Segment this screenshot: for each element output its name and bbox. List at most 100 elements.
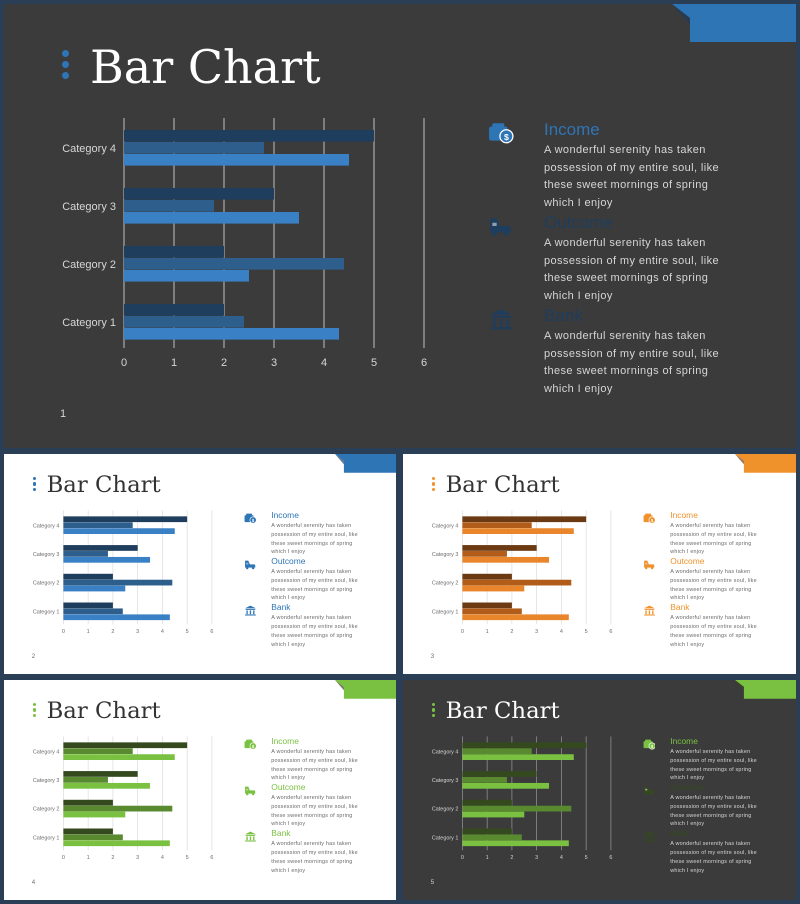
category-label: Category 4 bbox=[33, 749, 60, 755]
bar-category-2-s1 bbox=[63, 573, 113, 580]
title-dots bbox=[431, 702, 436, 718]
legend-title: Bank bbox=[670, 828, 690, 839]
bank-icon bbox=[643, 603, 656, 621]
title-dots bbox=[32, 702, 37, 718]
bar-category-3-s2 bbox=[462, 777, 507, 783]
x-tick-label: 1 bbox=[486, 629, 489, 635]
bar-chart: 0 1 2 3 4 5 6 Category 4 Category 3 Category 2 Cat… bbox=[33, 510, 213, 635]
legend-item-outcome: Outcome A wonderful serenity has taken po… bbox=[488, 211, 788, 304]
x-tick-label: 5 bbox=[186, 629, 189, 635]
category-label: Category 4 bbox=[33, 523, 60, 529]
bar-category-1-s3 bbox=[124, 328, 339, 340]
legend-description: A wonderful serenity has taken possessio… bbox=[271, 615, 358, 648]
money-icon: $ bbox=[488, 120, 514, 151]
truck-icon bbox=[643, 783, 656, 801]
category-label: Category 3 bbox=[62, 201, 116, 213]
slide-2[interactable]: Bar Chart 0 1 2 3 4 5 6 Category 4 Category 3 Cate… bbox=[4, 454, 396, 674]
bar-category-1-s2 bbox=[63, 834, 123, 841]
x-tick-label: 0 bbox=[62, 629, 65, 635]
page-number: 4 bbox=[31, 879, 36, 886]
money-icon: $ bbox=[643, 737, 656, 755]
bar-category-3-s3 bbox=[63, 782, 151, 789]
bar-category-4-s2 bbox=[63, 522, 133, 529]
bar-category-2-s3 bbox=[462, 585, 525, 592]
bar-category-4-s3 bbox=[124, 154, 349, 166]
x-tick-label: 4 bbox=[321, 357, 327, 369]
bar-category-4-s1 bbox=[462, 516, 587, 523]
bar-chart: 0 1 2 3 4 5 6 Category 4 Category 3 Category 2 Cat… bbox=[62, 118, 427, 369]
x-tick-label: 6 bbox=[609, 629, 612, 635]
x-tick-label: 3 bbox=[136, 629, 139, 635]
legend-item-outcome: Outcome A wonderful serenity has taken po… bbox=[244, 782, 393, 828]
category-label: Category 1 bbox=[33, 609, 60, 615]
bar-category-2-s2 bbox=[462, 579, 572, 586]
money-icon: $ bbox=[643, 511, 656, 529]
category-label: Category 4 bbox=[62, 143, 116, 155]
bar-category-4-s1 bbox=[63, 516, 188, 523]
x-tick-label: 1 bbox=[87, 629, 90, 635]
bar-category-1-s2 bbox=[63, 608, 123, 615]
truck-icon bbox=[244, 557, 257, 575]
legend-item-outcome: Outcome A wonderful serenity has taken po… bbox=[244, 556, 393, 602]
bar-category-2-s2 bbox=[63, 805, 173, 812]
bar-category-1-s2 bbox=[124, 316, 244, 328]
svg-text:$: $ bbox=[251, 517, 254, 522]
bar-category-4-s3 bbox=[462, 528, 574, 534]
slide-4[interactable]: Bar Chart 0 1 2 3 4 5 6 Category 4 Category 3 Cate… bbox=[4, 680, 396, 900]
x-tick-label: 6 bbox=[609, 855, 612, 861]
category-label: Category 1 bbox=[33, 835, 60, 841]
bar-category-1-s3 bbox=[462, 614, 569, 621]
category-label: Category 2 bbox=[62, 259, 116, 271]
x-tick-label: 5 bbox=[585, 629, 588, 635]
bar-category-3-s3 bbox=[462, 556, 550, 563]
slide-3[interactable]: Bar Chart 0 1 2 3 4 5 6 Category 4 Category 3 Cate… bbox=[403, 454, 796, 674]
bar-category-3-s1 bbox=[124, 188, 274, 200]
bar-category-2-s1 bbox=[462, 573, 512, 580]
x-tick-label: 4 bbox=[161, 629, 164, 635]
legend-description: A wonderful serenity has taken possessio… bbox=[271, 841, 358, 874]
bar-category-3-s3 bbox=[124, 212, 299, 224]
x-tick-label: 0 bbox=[461, 855, 464, 861]
bar-category-3-s1 bbox=[462, 545, 537, 551]
slide-5[interactable]: Bar Chart 0 1 2 3 4 5 6 Category 4 Category 3 Cate… bbox=[403, 680, 796, 900]
corner-ribbon bbox=[734, 454, 796, 473]
legend-description: A wonderful serenity has taken possessio… bbox=[544, 144, 720, 209]
x-tick-label: 1 bbox=[486, 855, 489, 861]
legend-title: Income bbox=[271, 736, 299, 747]
legend: $ Income A wonderful serenity has taken po… bbox=[244, 736, 393, 874]
x-tick-label: 0 bbox=[461, 629, 464, 635]
bar-category-3-s1 bbox=[63, 771, 138, 777]
legend: $ Income A wonderful serenity has taken po… bbox=[643, 510, 792, 648]
bar-category-4-s2 bbox=[124, 142, 264, 154]
bar-category-2-s1 bbox=[63, 799, 113, 806]
svg-text:$: $ bbox=[504, 132, 509, 142]
truck-icon bbox=[244, 783, 257, 801]
bar-category-1-s1 bbox=[462, 602, 512, 609]
legend-item-outcome: Outcome A wonderful serenity has taken po… bbox=[643, 556, 792, 602]
bar-category-2-s1 bbox=[124, 246, 224, 258]
slide-title: Bar Chart bbox=[46, 471, 161, 498]
slide-1[interactable]: Bar Chart 0 1 2 3 4 5 6 Category 4 Category 3 Cate… bbox=[4, 4, 796, 448]
bar-category-1-s3 bbox=[63, 840, 170, 847]
x-tick-label: 3 bbox=[271, 357, 277, 369]
category-label: Category 4 bbox=[432, 749, 459, 755]
legend-description: A wonderful serenity has taken possessio… bbox=[670, 569, 757, 602]
category-label: Category 1 bbox=[432, 609, 459, 615]
legend-item-bank: Bank A wonderful serenity has taken posse… bbox=[244, 828, 393, 874]
legend-item-income: $ Income A wonderful serenity has taken po… bbox=[244, 510, 393, 556]
category-label: Category 2 bbox=[33, 807, 60, 813]
legend-title: Bank bbox=[271, 602, 291, 613]
x-tick-label: 2 bbox=[510, 629, 513, 635]
bank-icon bbox=[244, 603, 257, 621]
legend-description: A wonderful serenity has taken possessio… bbox=[271, 523, 358, 556]
x-tick-label: 5 bbox=[585, 855, 588, 861]
legend: $ Income A wonderful serenity has taken po… bbox=[643, 736, 792, 874]
category-label: Category 3 bbox=[33, 552, 60, 558]
x-tick-label: 2 bbox=[221, 357, 227, 369]
category-label: Category 2 bbox=[432, 581, 459, 587]
bar-category-2-s2 bbox=[462, 805, 572, 812]
bar-category-3-s2 bbox=[462, 551, 507, 557]
corner-ribbon bbox=[672, 4, 796, 42]
money-icon: $ bbox=[244, 511, 257, 529]
bar-category-1-s3 bbox=[462, 840, 569, 847]
